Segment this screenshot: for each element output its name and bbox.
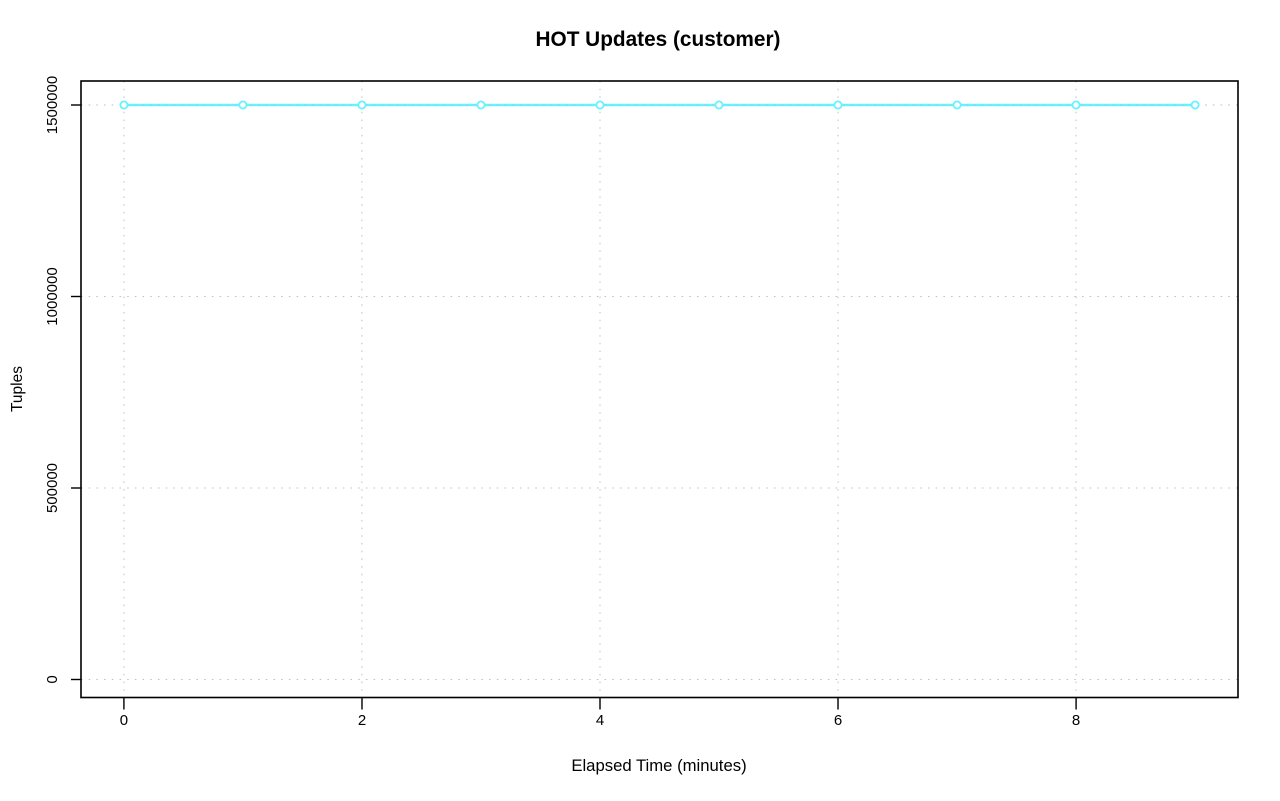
svg-text:8: 8	[1072, 712, 1080, 729]
svg-text:Tuples: Tuples	[9, 366, 26, 412]
svg-text:0: 0	[44, 675, 61, 683]
svg-text:HOT Updates (customer): HOT Updates (customer)	[536, 28, 781, 51]
svg-text:Elapsed Time (minutes): Elapsed Time (minutes)	[571, 756, 746, 775]
svg-text:1000000: 1000000	[44, 267, 61, 325]
svg-text:6: 6	[834, 712, 842, 729]
svg-text:4: 4	[596, 712, 604, 729]
svg-text:0: 0	[120, 712, 128, 729]
svg-text:500000: 500000	[44, 463, 61, 513]
svg-text:1500000: 1500000	[44, 76, 61, 134]
svg-text:2: 2	[358, 712, 366, 729]
